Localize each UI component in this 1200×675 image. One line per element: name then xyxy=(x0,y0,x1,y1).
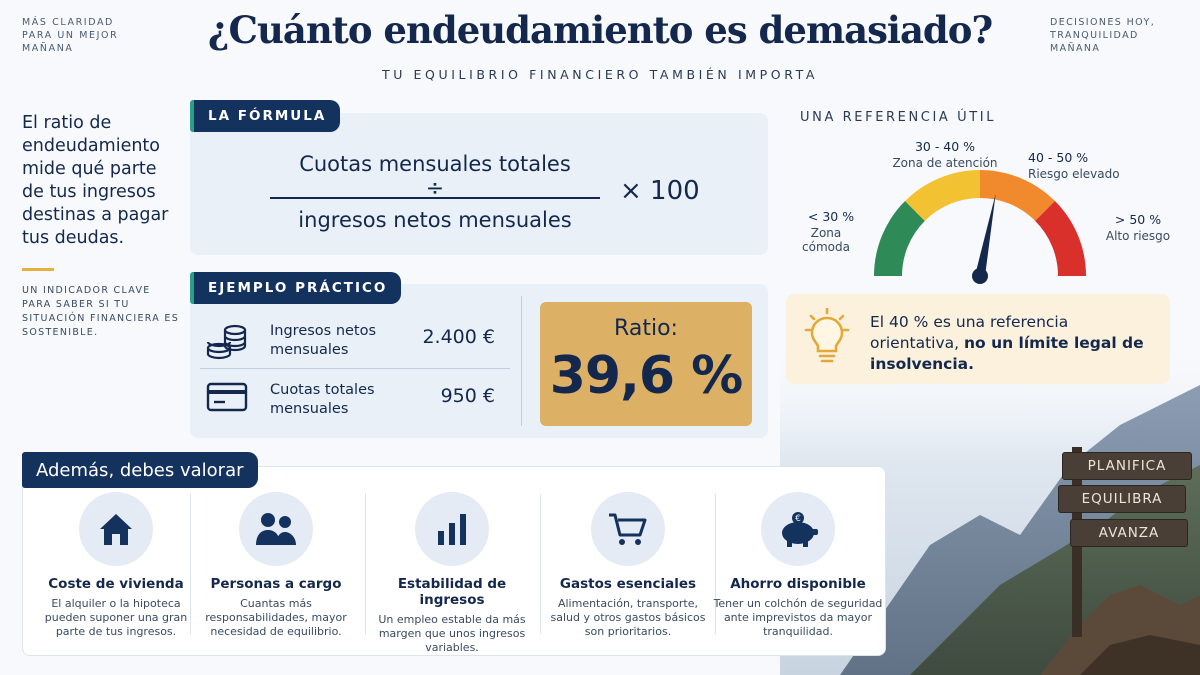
formula-tag: LA FÓRMULA xyxy=(190,100,341,132)
factor-desc: Cuantas más responsabilidades, mayor nec… xyxy=(205,597,347,638)
formula-denominator: ingresos netos mensuales xyxy=(298,208,572,232)
debt-ratio-gauge xyxy=(874,170,1086,284)
example-divider xyxy=(200,368,510,369)
fraction-line xyxy=(270,197,600,199)
example-tag: EJEMPLO PRÁCTICO xyxy=(190,272,402,304)
signpost-board: PLANIFICA xyxy=(1062,452,1192,480)
svg-text:€: € xyxy=(795,514,801,524)
piggy-bank-icon: € xyxy=(782,512,818,547)
factor-icon-circle xyxy=(591,492,665,566)
page-subtitle: TU EQUILIBRIO FINANCIERO TAMBIÉN IMPORTA xyxy=(381,67,818,82)
factor-separator xyxy=(715,494,716,634)
gauge-zone-arc xyxy=(979,170,1055,222)
accent-divider xyxy=(22,268,54,271)
signpost-board: AVANZA xyxy=(1070,519,1188,547)
factor-title: Estabilidad de ingresos xyxy=(397,576,507,608)
example-vertical-separator xyxy=(521,296,522,426)
bar-chart-icon xyxy=(438,514,466,545)
corner-tagline-left: MÁS CLARIDAD PARA UN MEJOR MAÑANA xyxy=(22,17,119,54)
info-note-prefix: El 40 % es una referencia orientativa, xyxy=(870,313,1069,352)
intro-text: El ratio de endeudamiento mide qué parte… xyxy=(22,113,169,248)
coins-icon xyxy=(206,324,247,360)
gauge-zone-desc: Riesgo elevado xyxy=(1028,167,1120,181)
ratio-result-box: Ratio: 39,6 % xyxy=(540,302,752,426)
shopping-cart-icon xyxy=(609,513,647,545)
credit-card-icon xyxy=(206,382,248,412)
factor-income-stability: Estabilidad de ingresos Un empleo establ… xyxy=(366,492,538,655)
payments-label: Cuotas totales mensuales xyxy=(270,382,375,417)
formula-numerator: Cuotas mensuales totales xyxy=(299,152,571,176)
factor-title: Personas a cargo xyxy=(210,576,342,592)
factor-icon-circle xyxy=(79,492,153,566)
factor-icon-circle: € xyxy=(761,492,835,566)
gauge-zone-range: < 30 % xyxy=(807,209,855,224)
gauge-needle xyxy=(975,193,996,277)
lightbulb-icon xyxy=(804,308,850,363)
income-label: Ingresos netos mensuales xyxy=(270,323,377,358)
formula-multiplier: × 100 xyxy=(620,176,700,206)
factor-desc: Alimentación, transporte, salud y otros … xyxy=(550,597,706,638)
payments-value: 950 € xyxy=(440,385,495,407)
factor-desc: Un empleo estable da más margen que unos… xyxy=(378,613,526,654)
house-icon xyxy=(100,514,132,545)
gauge-zone-desc: Zona cómoda xyxy=(802,226,850,254)
people-icon xyxy=(256,513,296,545)
gauge-title: UNA REFERENCIA ÚTIL xyxy=(800,110,997,125)
factor-title: Gastos esenciales xyxy=(559,576,697,592)
gauge-zone-arc xyxy=(874,201,926,277)
gauge-zone-range: 30 - 40 % xyxy=(914,139,976,154)
factors-tag: Además, debes valorar xyxy=(22,452,258,488)
factor-desc: El alquiler o la hipoteca pueden suponer… xyxy=(44,597,188,638)
info-note-box xyxy=(786,294,1170,384)
income-value: 2.400 € xyxy=(422,326,495,348)
factor-title: Coste de vivienda xyxy=(48,576,184,592)
intro-note: UN INDICADOR CLAVE PARA SABER SI TU SITU… xyxy=(22,285,180,338)
factor-housing: Coste de vivienda El alquiler o la hipot… xyxy=(30,492,202,639)
factor-dependents: Personas a cargo Cuantas más responsabil… xyxy=(190,492,362,639)
factor-desc: Tener un colchón de seguridad ante impre… xyxy=(713,597,883,638)
ratio-value: 39,6 % xyxy=(549,346,744,406)
gauge-zone-range: 40 - 50 % xyxy=(1028,150,1089,165)
factor-title: Ahorro disponible xyxy=(730,576,866,592)
gauge-needle-hub xyxy=(972,268,988,284)
formula-operator: ÷ xyxy=(425,176,445,201)
gauge-zone-desc: Zona de atención xyxy=(892,156,998,170)
factor-separator xyxy=(365,494,366,634)
corner-tagline-right: DECISIONES HOY, TRANQUILIDAD MAÑANA xyxy=(1050,17,1156,54)
info-note-text: El 40 % es una referencia orientativa, n… xyxy=(870,312,1160,375)
info-note-bold: no un límite legal de insolvencia. xyxy=(870,334,1144,373)
gauge-zone-desc: Alto riesgo xyxy=(1105,229,1171,243)
factor-icon-circle xyxy=(415,492,489,566)
factor-separator xyxy=(190,494,191,634)
gauge-zone-arc xyxy=(905,170,981,222)
factor-separator xyxy=(540,494,541,634)
formula-card xyxy=(190,113,768,255)
factor-essential-expenses: Gastos esenciales Alimentación, transpor… xyxy=(542,492,714,639)
gauge-zone-arc xyxy=(1034,201,1086,277)
signpost-board: EQUILIBRA xyxy=(1058,485,1186,513)
page-title: ¿Cuánto endeudamiento es demasiado? xyxy=(207,8,993,52)
factor-icon-circle xyxy=(239,492,313,566)
gauge-zone-range: > 50 % xyxy=(1114,212,1162,227)
ratio-label: Ratio: xyxy=(614,316,678,341)
factor-savings: € Ahorro disponible Tener un colchón de … xyxy=(712,492,884,639)
